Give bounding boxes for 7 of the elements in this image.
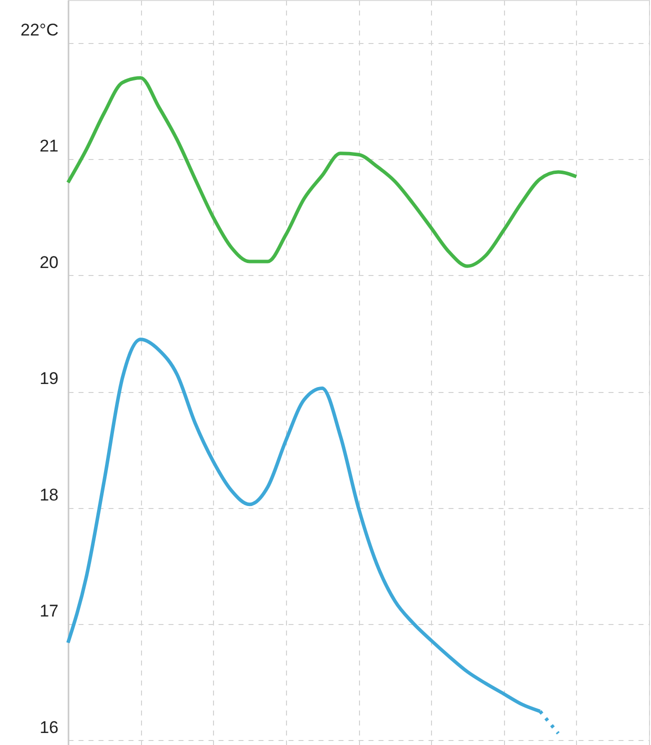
y-tick-label: 22°C [20,20,58,40]
y-tick-label: 20 [40,252,58,272]
y-tick-label: 18 [40,485,58,504]
y-tick-label: 17 [40,602,58,621]
y-tick-label: 19 [40,369,58,388]
y-tick-label: 21 [40,136,58,156]
y-tick-label: 16 [40,718,58,737]
